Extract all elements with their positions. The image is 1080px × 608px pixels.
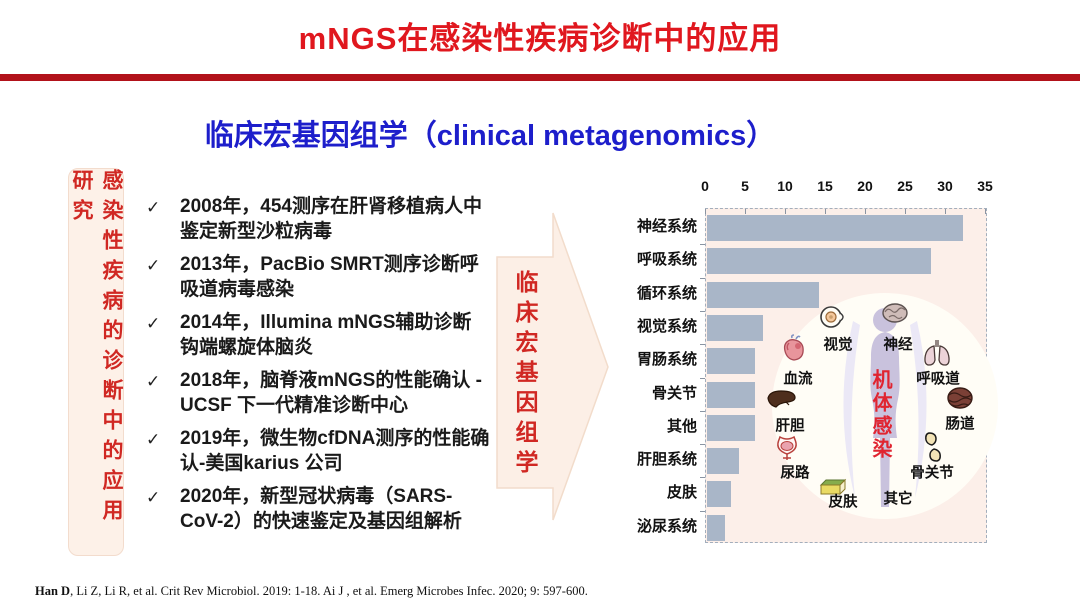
- chart-bar: [707, 514, 725, 541]
- organ-label: 血流: [783, 371, 813, 388]
- eye-icon: [817, 301, 849, 333]
- left-vertical-tag: 感染性疾病的诊断中的应用研究: [68, 168, 124, 556]
- y-tick-mark: [700, 410, 705, 412]
- chart-category-label: 胃肠系统: [636, 351, 697, 369]
- chart-bar: [707, 481, 731, 508]
- y-tick-mark: [700, 510, 705, 512]
- citation-author: Han D: [35, 584, 71, 598]
- organ-label: 皮肤: [828, 494, 858, 511]
- title-divider: [0, 74, 1080, 81]
- x-tick-mark: [745, 209, 746, 214]
- bladder-icon: [771, 432, 803, 464]
- timeline-item: ✓ 2014年，Illumina mNGS辅助诊断钩端螺旋体脑炎: [146, 310, 490, 360]
- organ-label: 其它: [883, 491, 913, 508]
- chart-category-label: 皮肤: [666, 484, 697, 502]
- center-infection-label: 机体感染: [866, 369, 895, 466]
- intestine-icon: [944, 382, 976, 414]
- timeline-item-text: 2018年，脑脊液mNGS的性能确认 - UCSF 下一代精准诊断中心: [180, 370, 482, 416]
- arrow-tag: 临床宏基因组学: [497, 262, 553, 488]
- chart-category-label: 视觉系统: [636, 317, 697, 335]
- x-tick-mark: [825, 209, 826, 214]
- x-tick-label: 25: [897, 178, 913, 194]
- liver-icon: [766, 384, 798, 416]
- y-tick-mark: [700, 477, 705, 479]
- organ-label: 尿路: [780, 465, 810, 482]
- chart-bar: [707, 281, 819, 308]
- subtitle: 临床宏基因组学（clinical metagenomics）: [204, 120, 776, 152]
- right-arrow-shape: [496, 212, 609, 521]
- timeline-item-text: 2008年，454测序在肝肾移植病人中鉴定新型沙粒病毒: [180, 196, 482, 242]
- citation: Han D, Li Z, Li R, et al. Crit Rev Micro…: [35, 584, 588, 599]
- x-tick-mark: [905, 209, 906, 214]
- checkmark-icon: ✓: [146, 430, 161, 449]
- organ-label: 骨关节: [910, 465, 954, 482]
- timeline-item: ✓ 2013年，PacBio SMRT测序诊断呼吸道病毒感染: [146, 252, 490, 302]
- joint-icon: [917, 431, 949, 463]
- x-tick-label: 10: [777, 178, 793, 194]
- chart-category-label: 泌尿系统: [636, 517, 697, 535]
- timeline-item-text: 2019年，微生物cfDNA测序的性能确认-美国karius 公司: [180, 428, 490, 474]
- chart-category-label: 骨关节: [651, 384, 697, 402]
- bar-chart-figure: 机体感染 0 5 10 15 20 25 30 35 神经系统呼吸系统循环系统视觉系统胃肠系统骨…: [615, 170, 1025, 560]
- skin-icon: [817, 472, 849, 504]
- timeline-item: ✓ 2019年，微生物cfDNA测序的性能确认-美国karius 公司: [146, 426, 490, 476]
- human-silhouette: [843, 308, 927, 507]
- chart-bar: [707, 348, 755, 375]
- organ-label: 神经: [883, 337, 913, 354]
- organ-label: 肠道: [945, 416, 975, 433]
- x-tick-label: 0: [701, 178, 709, 194]
- organ-label: 视觉: [823, 337, 853, 354]
- checkmark-icon: ✓: [146, 198, 161, 217]
- chart-category-label: 呼吸系统: [636, 251, 697, 269]
- checkmark-icon: ✓: [146, 488, 161, 507]
- organ-label: 肝胆: [775, 418, 805, 435]
- checkmark-icon: ✓: [146, 314, 161, 333]
- timeline-item-text: 2020年，新型冠状病毒（SARS-CoV-2）的快速鉴定及基因组解析: [180, 486, 462, 532]
- left-vertical-tag-text: 感染性疾病的诊断中的应用研究: [70, 169, 123, 529]
- y-tick-mark: [700, 377, 705, 379]
- x-tick-mark: [945, 209, 946, 214]
- x-tick-mark: [865, 209, 866, 214]
- chart-bar: [707, 314, 763, 341]
- chart-category-label: 其他: [666, 417, 697, 435]
- x-tick-label: 35: [977, 178, 993, 194]
- heart-icon: [779, 334, 811, 366]
- brain-icon: [879, 297, 911, 329]
- chart-category-label: 神经系统: [636, 218, 697, 235]
- x-tick-mark: [985, 209, 986, 214]
- y-tick-mark: [700, 344, 705, 346]
- x-tick-mark: [785, 209, 786, 214]
- x-tick-label: 15: [817, 178, 833, 194]
- lungs-icon: [921, 337, 953, 369]
- center-infection-text: 机体感染: [869, 369, 891, 461]
- chart-bar: [707, 381, 755, 408]
- timeline-item: ✓ 2008年，454测序在肝肾移植病人中鉴定新型沙粒病毒: [146, 194, 490, 244]
- y-tick-mark: [700, 277, 705, 279]
- citation-text: , Li Z, Li R, et al. Crit Rev Microbiol.…: [70, 584, 588, 598]
- checkmark-icon: ✓: [146, 256, 161, 275]
- chart-bar: [707, 448, 739, 475]
- x-tick-label: 5: [741, 178, 749, 194]
- x-tick-label: 20: [857, 178, 873, 194]
- arrow-tag-text: 临床宏基因组学: [512, 270, 538, 480]
- chart-category-label: 循环系统: [636, 284, 697, 302]
- x-tick-label: 30: [937, 178, 953, 194]
- timeline-item: ✓ 2020年，新型冠状病毒（SARS-CoV-2）的快速鉴定及基因组解析: [146, 484, 490, 534]
- y-tick-mark: [700, 244, 705, 246]
- y-tick-mark: [700, 444, 705, 446]
- timeline-list: ✓ 2008年，454测序在肝肾移植病人中鉴定新型沙粒病毒 ✓ 2013年，PacBi…: [146, 194, 490, 542]
- chart-bar: [707, 215, 963, 241]
- chart-bar: [707, 414, 755, 441]
- timeline-item: ✓ 2018年，脑脊液mNGS的性能确认 - UCSF 下一代精准诊断中心: [146, 368, 490, 418]
- y-tick-mark: [700, 310, 705, 312]
- timeline-item-text: 2013年，PacBio SMRT测序诊断呼吸道病毒感染: [180, 254, 479, 300]
- organ-label: 呼吸道: [916, 371, 960, 388]
- checkmark-icon: ✓: [146, 372, 161, 391]
- x-tick-mark: [705, 209, 706, 214]
- timeline-item-text: 2014年，Illumina mNGS辅助诊断钩端螺旋体脑炎: [180, 312, 472, 358]
- page-title: mNGS在感染性疾病诊断中的应用: [298, 21, 782, 56]
- chart-category-label: 肝胆系统: [636, 451, 697, 469]
- chart-bar: [707, 248, 931, 275]
